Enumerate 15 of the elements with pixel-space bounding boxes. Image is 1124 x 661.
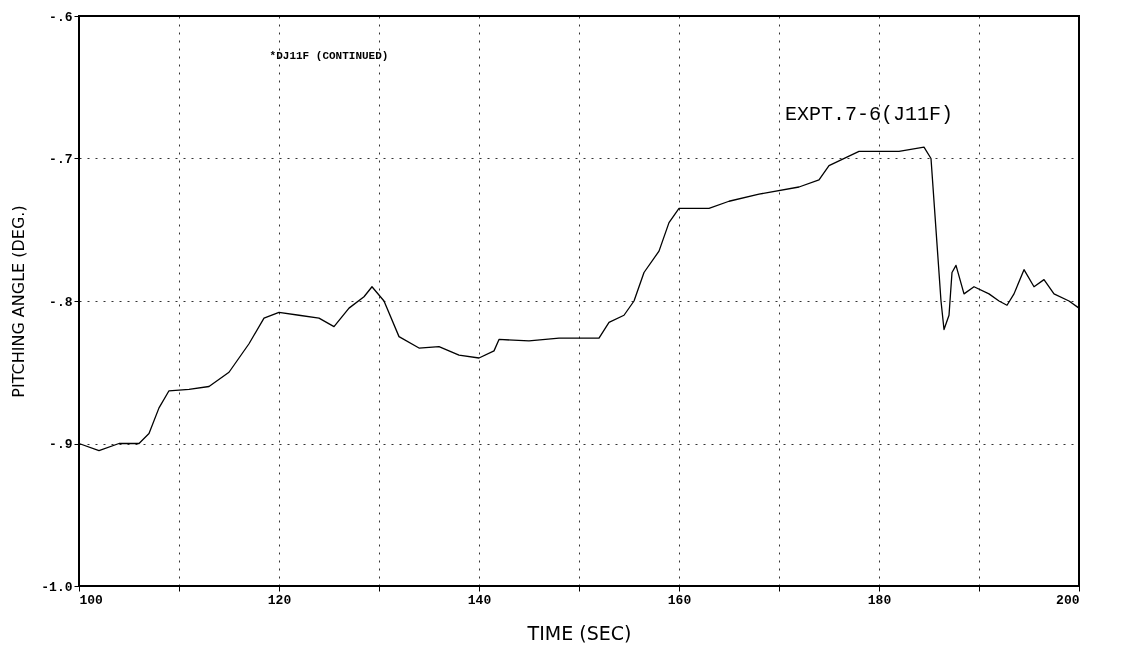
x-tick-label: 180 bbox=[867, 592, 892, 608]
y-tick-label: -1.0 bbox=[41, 579, 73, 595]
y-axis-title: PITCHING ANGLE (DEG.) bbox=[9, 205, 29, 398]
x-tick-label: 120 bbox=[267, 592, 292, 608]
annotation: *DJ11F (CONTINUED) bbox=[269, 50, 389, 62]
y-tick-label: -.7 bbox=[49, 152, 73, 167]
x-tick-label: 200 bbox=[1056, 592, 1080, 608]
y-tick-label: -.9 bbox=[49, 437, 73, 452]
x-tick-label: 100 bbox=[79, 592, 104, 608]
x-axis-title: TIME (SEC) bbox=[526, 621, 632, 644]
x-tick-label: 160 bbox=[667, 592, 692, 608]
annotation: EXPT.7-6(J11F) bbox=[784, 103, 954, 126]
y-tick-label: -.8 bbox=[49, 294, 73, 310]
x-tick-label: 140 bbox=[467, 592, 492, 608]
y-tick-label: -.6 bbox=[49, 9, 73, 25]
